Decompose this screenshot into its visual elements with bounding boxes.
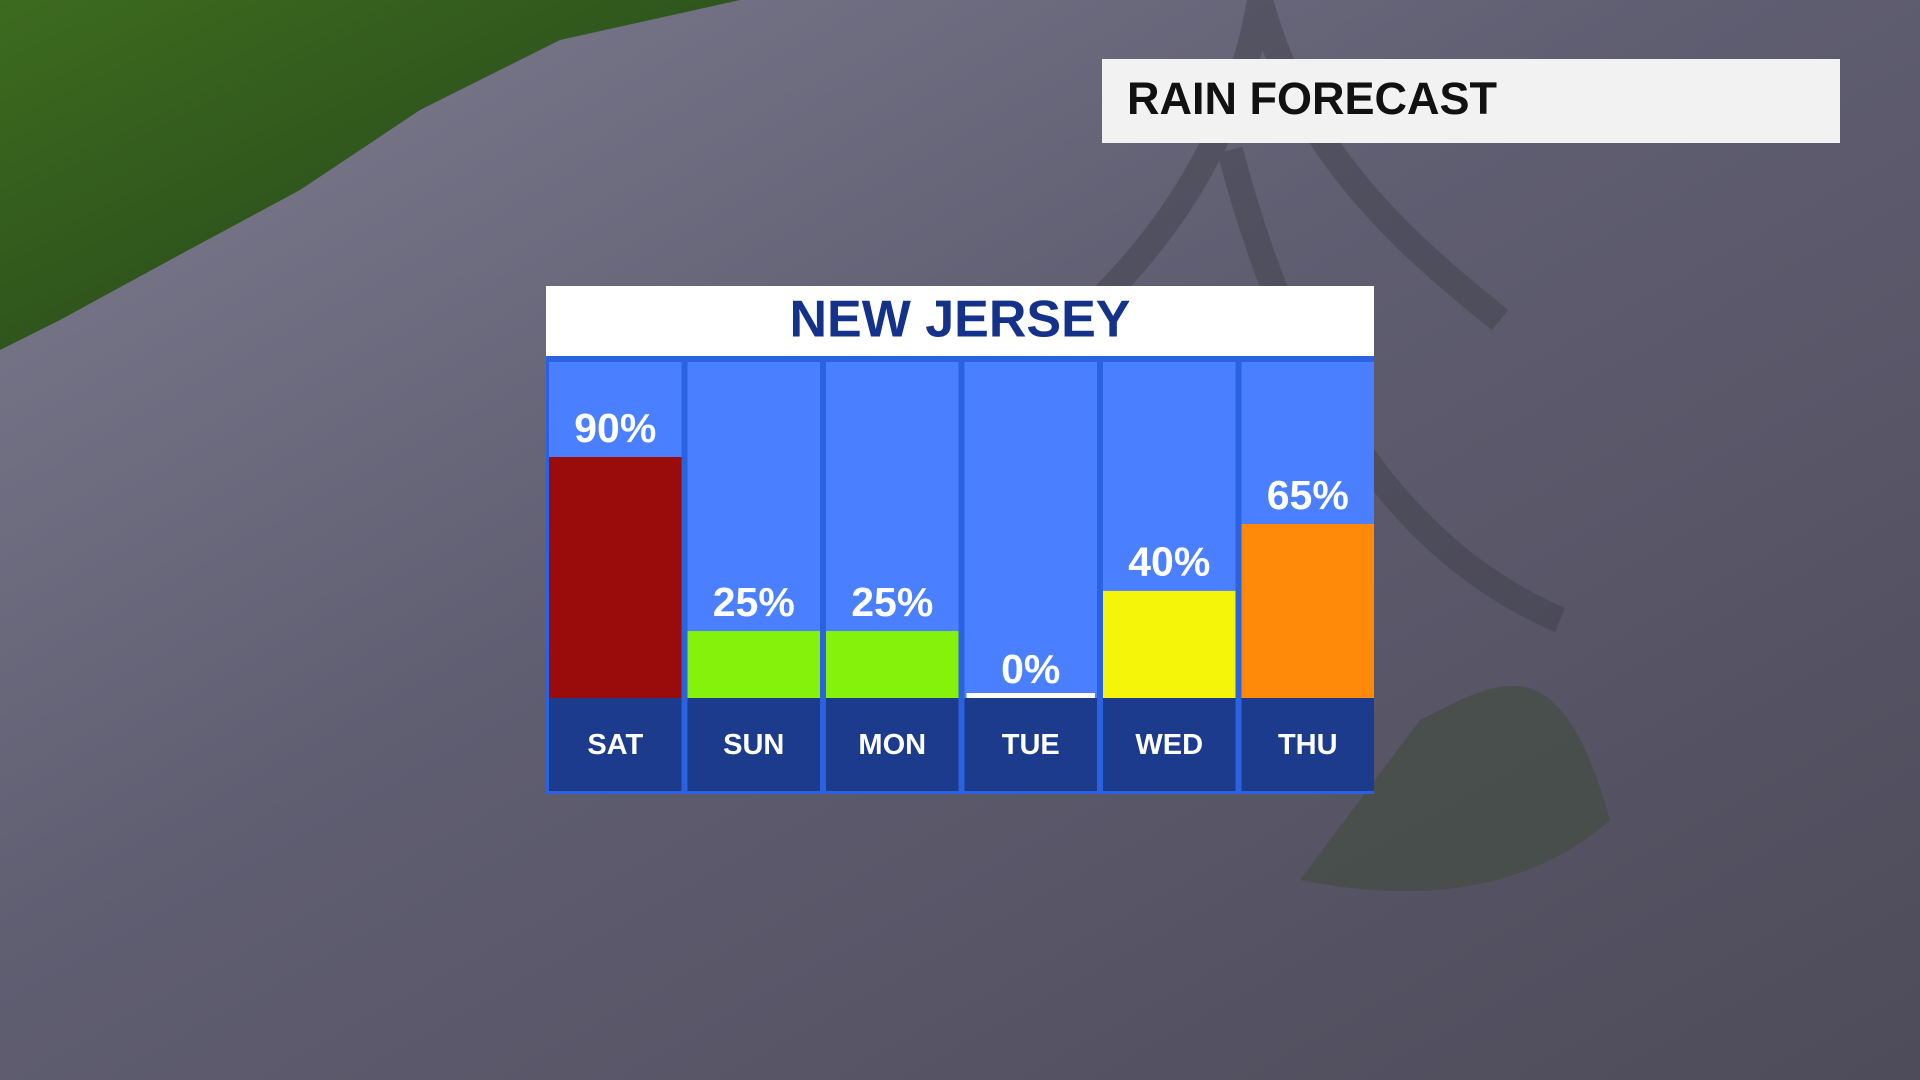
- x-tick-label: WED: [1135, 729, 1203, 761]
- column-bg: [964, 362, 1097, 698]
- bar: [687, 631, 820, 698]
- day-band: [964, 698, 1097, 791]
- value-label: 40%: [1128, 539, 1210, 585]
- grass: [0, 0, 740, 350]
- bar: [1241, 523, 1374, 698]
- bar: [826, 631, 959, 698]
- x-tick-label: THU: [1278, 729, 1338, 761]
- day-band: [549, 698, 682, 791]
- day-band: [687, 698, 820, 791]
- bar: [1103, 590, 1236, 698]
- x-tick-label: MON: [858, 729, 926, 761]
- leaf-debris: [1300, 685, 1610, 892]
- value-label: 90%: [574, 405, 656, 451]
- zero-line: [966, 693, 1095, 698]
- chart-title: NEW JERSEY: [790, 291, 1131, 349]
- value-label: 25%: [851, 579, 933, 625]
- bar: [549, 457, 682, 698]
- title-bar: [546, 286, 1374, 356]
- x-tick-label: SUN: [723, 729, 784, 761]
- day-band: [826, 698, 959, 791]
- value-label: 0%: [1001, 646, 1060, 692]
- chart-panel: NEW JERSEY SAT 90% SUN 25% MON 25% TUE 0% WED 40%…: [546, 286, 1374, 794]
- day-band: [1103, 698, 1236, 791]
- x-tick-label: SAT: [587, 729, 643, 761]
- value-label: 65%: [1267, 472, 1349, 518]
- value-label: 25%: [713, 579, 795, 625]
- day-band: [1241, 698, 1374, 791]
- header-box: [1102, 59, 1840, 143]
- x-tick-label: TUE: [1002, 729, 1060, 761]
- panel-frame: [546, 286, 1374, 794]
- header-title: RAIN FORECAST: [1127, 73, 1497, 124]
